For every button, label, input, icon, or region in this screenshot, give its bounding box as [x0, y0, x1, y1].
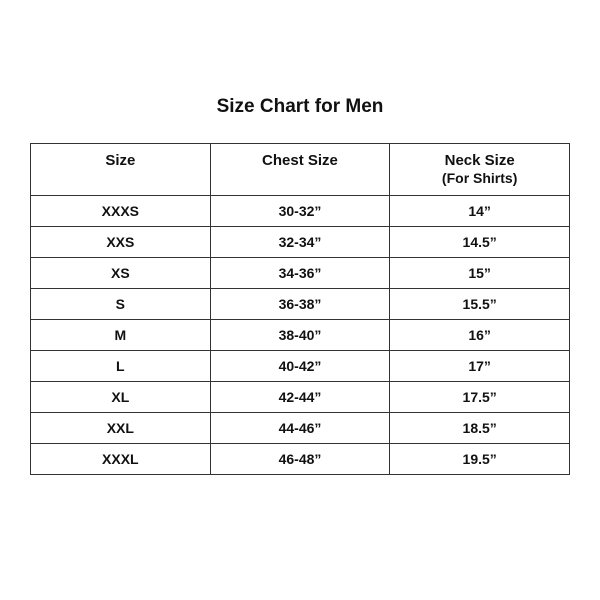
chest-size-cell: 30-32” — [209, 195, 391, 227]
neck-size-cell: 19.5” — [389, 443, 570, 475]
neck-size-cell: 18.5” — [389, 412, 570, 444]
chest-size-cell: 40-42” — [209, 350, 391, 382]
header-label: Chest Size — [262, 152, 338, 169]
neck-size-cell: 14” — [389, 195, 570, 227]
size-cell: L — [30, 350, 211, 382]
size-cell: XS — [30, 257, 211, 289]
chest-size-cell: 34-36” — [209, 257, 391, 289]
header-label: Neck Size — [444, 152, 515, 169]
chest-size-cell: 46-48” — [209, 443, 391, 475]
chest-size-cell: 44-46” — [209, 412, 391, 444]
table-row: M 38-40” 16” — [30, 319, 570, 351]
table-row: XXL 44-46” 18.5” — [30, 412, 570, 444]
neck-size-cell: 14.5” — [389, 226, 570, 258]
table-row: S 36-38” 15.5” — [30, 288, 570, 320]
header-sublabel: (For Shirts) — [441, 170, 518, 186]
chest-size-cell: 38-40” — [209, 319, 391, 351]
header-row: Size Chest Size Neck Size (For Shirts) — [30, 143, 570, 196]
header-label: Size — [105, 152, 136, 169]
table-row: XS 34-36” 15” — [30, 257, 570, 289]
header-size: Size — [30, 143, 211, 196]
size-cell: S — [30, 288, 211, 320]
table-row: XXS 32-34” 14.5” — [30, 226, 570, 258]
table-row: L 40-42” 17” — [30, 350, 570, 382]
neck-size-cell: 16” — [389, 319, 570, 351]
size-chart-table: Size Chest Size Neck Size (For Shirts) XX… — [30, 143, 570, 475]
table-row: XXXS 30-32” 14” — [30, 195, 570, 227]
size-cell: XXXL — [30, 443, 211, 475]
neck-size-cell: 17.5” — [389, 381, 570, 413]
table-row: XXXL 46-48” 19.5” — [30, 443, 570, 475]
size-cell: M — [30, 319, 211, 351]
size-cell: XXXS — [30, 195, 211, 227]
chest-size-cell: 42-44” — [209, 381, 391, 413]
header-neck-size: Neck Size (For Shirts) — [389, 143, 570, 196]
neck-size-cell: 17” — [389, 350, 570, 382]
size-cell: XXS — [30, 226, 211, 258]
page-title: Size Chart for Men — [216, 96, 384, 117]
size-cell: XL — [30, 381, 211, 413]
neck-size-cell: 15.5” — [389, 288, 570, 320]
table-row: XL 42-44” 17.5” — [30, 381, 570, 413]
size-cell: XXL — [30, 412, 211, 444]
chest-size-cell: 36-38” — [209, 288, 391, 320]
chest-size-cell: 32-34” — [209, 226, 391, 258]
neck-size-cell: 15” — [389, 257, 570, 289]
header-chest-size: Chest Size — [209, 143, 391, 196]
